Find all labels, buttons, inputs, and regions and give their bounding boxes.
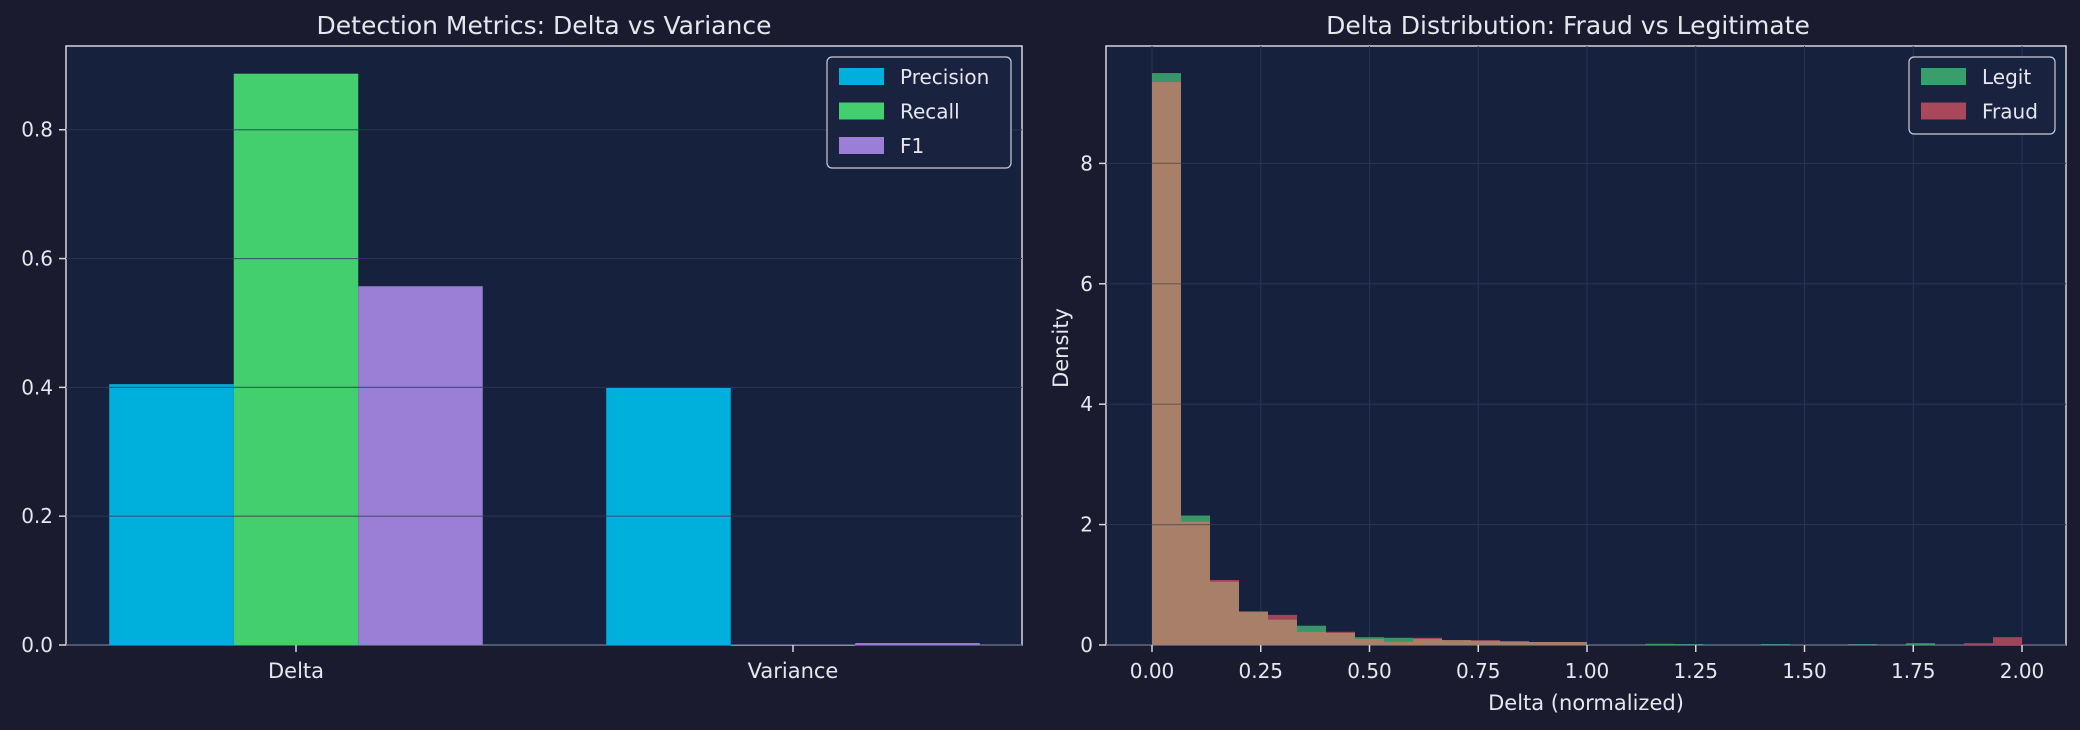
axes: 0.0 0.2 0.4 0.6 0.8 Delta Variance (21, 118, 838, 683)
legend: Legit Fraud (1908, 56, 2056, 135)
delta-histogram: Delta Distribution: Fraud vs Legitimate … (1049, 11, 2067, 715)
y-tick-label: 0.8 (21, 118, 53, 142)
histogram-overlap (1152, 82, 1181, 645)
histogram-overlap (1558, 641, 1587, 645)
legend-label: Recall (900, 100, 960, 124)
legend-swatch (1921, 68, 1966, 85)
x-tick-label: 0.50 (1347, 659, 1392, 683)
y-tick-label: 0.4 (21, 375, 53, 399)
axes: 0 2 4 6 8 0.00 0.25 0.50 0.75 1.00 1.25 1.50 1.75 2.0… (1080, 151, 2044, 683)
legend-label: F1 (900, 134, 924, 158)
histogram-bar (1964, 643, 1993, 645)
bar (233, 73, 359, 646)
y-tick-label: 2 (1080, 513, 1093, 537)
grid (1106, 46, 2066, 646)
x-tick-label: 0.25 (1238, 659, 1283, 683)
histogram-overlap (1239, 611, 1268, 645)
histogram-overlap (1355, 638, 1384, 645)
histogram-bar (1674, 644, 1703, 645)
histogram-bar (1848, 644, 1877, 645)
legend-swatch (839, 102, 884, 120)
x-tick-label: Variance (748, 659, 839, 683)
metrics-chart: Detection Metrics: Delta vs Variance 0.0… (21, 11, 1023, 683)
y-tick-label: 0.0 (21, 633, 53, 657)
bar (358, 286, 483, 645)
x-tick-label: Delta (268, 659, 324, 683)
histogram-overlap (1471, 640, 1500, 645)
y-tick-label: 0.6 (21, 247, 53, 271)
x-tick-label: 0.00 (1130, 659, 1175, 683)
histogram-overlap (1326, 632, 1355, 645)
x-tick-label: 1.50 (1782, 659, 1827, 683)
histogram-bar (1993, 637, 2022, 645)
x-tick-label: 1.75 (1891, 659, 1936, 683)
histogram-overlap (1297, 631, 1326, 645)
chart-title: Detection Metrics: Delta vs Variance (317, 11, 772, 40)
histogram-bars (1152, 73, 2022, 645)
histogram-bar (1645, 643, 1674, 645)
histogram-overlap (1181, 521, 1210, 645)
x-tick-label: 2.00 (2000, 659, 2045, 683)
histogram-overlap (1268, 619, 1297, 645)
histogram-overlap (1384, 641, 1413, 645)
histogram-overlap (1442, 640, 1471, 645)
legend-swatch (1921, 102, 1966, 120)
histogram-bar (1906, 643, 1935, 645)
histogram-bar (1384, 637, 1413, 645)
y-tick-label: 8 (1080, 151, 1093, 175)
legend-swatch (839, 68, 884, 85)
x-tick-label: 0.75 (1456, 659, 1501, 683)
bar (855, 643, 980, 645)
x-tick-label: 1.25 (1673, 659, 1718, 683)
histogram-bar (1761, 644, 1790, 645)
chart-title: Delta Distribution: Fraud vs Legitimate (1326, 11, 1810, 40)
y-tick-label: 4 (1080, 392, 1093, 416)
histogram-overlap (1529, 641, 1558, 645)
y-axis-label: Density (1049, 308, 1073, 388)
bar (109, 384, 234, 645)
histogram-overlap (1413, 638, 1442, 645)
y-tick-label: 0 (1080, 633, 1093, 657)
legend-label: Precision (900, 65, 989, 89)
y-tick-label: 6 (1080, 272, 1093, 296)
bars (109, 73, 980, 646)
x-axis-label: Delta (normalized) (1488, 691, 1684, 715)
plot-area (1105, 45, 2067, 646)
legend: Precision Recall F1 (826, 56, 1012, 169)
histogram-overlap (1210, 581, 1239, 645)
legend-label: Legit (1982, 65, 2031, 89)
histogram-overlap (1500, 641, 1529, 645)
x-tick-label: 1.00 (1565, 659, 1610, 683)
legend-swatch (839, 137, 884, 154)
y-tick-label: 0.2 (21, 504, 53, 528)
legend-label: Fraud (1982, 100, 2038, 124)
